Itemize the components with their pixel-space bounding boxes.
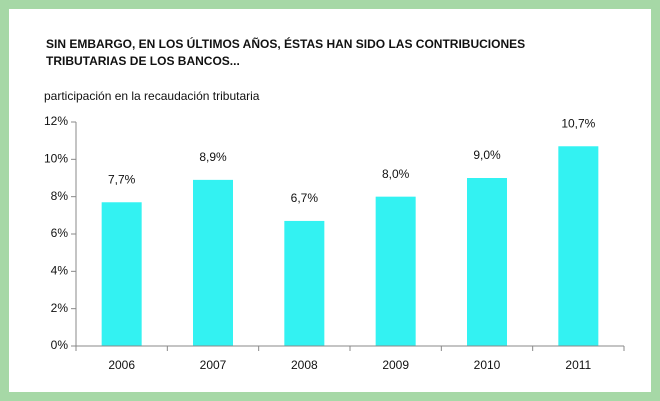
bar — [193, 179, 233, 346]
x-tick-label: 2008 — [291, 358, 318, 372]
x-tick-label: 2006 — [108, 358, 135, 372]
y-tick-label: 6% — [51, 226, 69, 240]
value-label: 8,0% — [382, 167, 410, 181]
chart-title: TRIBUTARIAS DE LOS BANCOS... — [46, 54, 240, 68]
value-label: 8,9% — [199, 150, 227, 164]
chart-subtitle: participación en la recaudación tributar… — [44, 89, 260, 103]
value-label: 9,0% — [473, 148, 501, 162]
value-label: 6,7% — [291, 191, 319, 205]
bar — [375, 196, 416, 346]
chart-title: SIN EMBARGO, EN LOS ÚLTIMOS AÑOS, ÉSTAS … — [46, 36, 525, 51]
bar — [284, 220, 325, 346]
x-tick-label: 2010 — [474, 358, 501, 372]
x-tick-label: 2011 — [565, 358, 591, 372]
y-tick-label: 4% — [51, 264, 69, 278]
bar — [467, 178, 507, 346]
y-tick-label: 2% — [51, 301, 69, 315]
value-label: 7,7% — [108, 172, 136, 186]
y-tick-label: 0% — [51, 338, 69, 352]
y-tick-label: 12% — [44, 114, 68, 128]
x-tick-label: 2007 — [200, 358, 227, 372]
y-tick-label: 8% — [51, 189, 69, 203]
bar — [101, 202, 142, 346]
value-label: 10,7% — [561, 116, 595, 130]
x-tick-label: 2009 — [382, 358, 409, 372]
bar — [558, 146, 599, 346]
y-tick-label: 10% — [44, 152, 68, 166]
